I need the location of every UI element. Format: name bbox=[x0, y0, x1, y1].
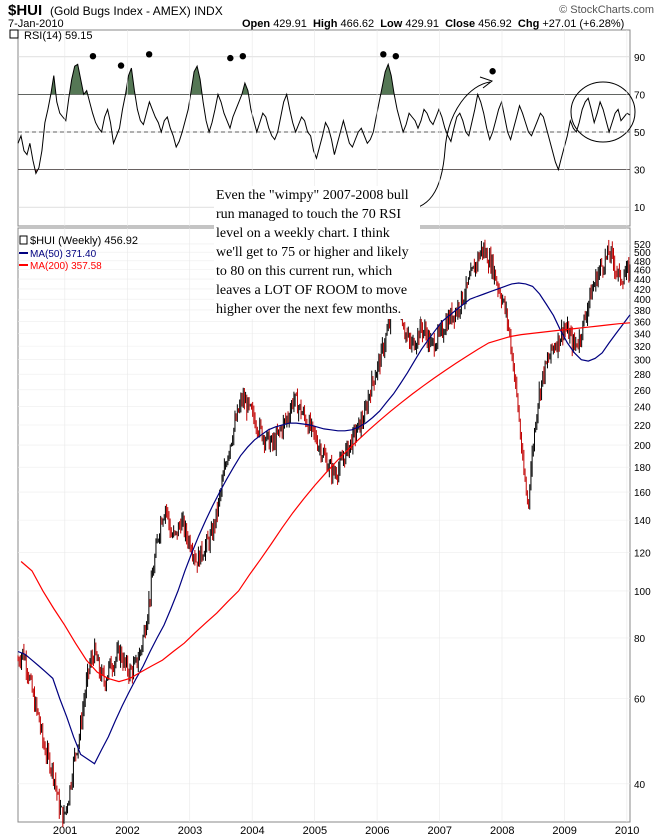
chg-label: Chg bbox=[517, 18, 540, 30]
quote-summary: Open 429.91 High 466.62 Low 429.91 Close… bbox=[242, 18, 624, 30]
rsi-line bbox=[17, 62, 631, 175]
annotation-arrowhead bbox=[479, 76, 494, 89]
close-label: Close bbox=[445, 18, 476, 30]
chart-date: 7-Jan-2010 bbox=[8, 18, 64, 30]
rsi-marker bbox=[239, 53, 247, 60]
rsi-marker bbox=[145, 51, 153, 58]
rsi-marker bbox=[227, 54, 234, 62]
rsi-marker bbox=[489, 68, 496, 75]
low-label: Low bbox=[380, 18, 403, 30]
price-tick-label: 460 bbox=[634, 266, 651, 277]
price-tick-label: 360 bbox=[634, 317, 651, 328]
rsi-tick-label: 50 bbox=[634, 128, 646, 139]
low-value: 429.91 bbox=[405, 18, 439, 30]
brand-watermark: © StockCharts.com bbox=[559, 4, 654, 16]
annotation-arrow bbox=[397, 81, 491, 211]
highlight-circle bbox=[570, 81, 636, 143]
rsi-overbought-fill bbox=[18, 64, 630, 95]
price-tick-label: 420 bbox=[634, 285, 651, 296]
x-tick-label: 2009 bbox=[552, 825, 576, 837]
x-tick-label: 2005 bbox=[303, 825, 327, 837]
price-tick-label: 380 bbox=[634, 306, 651, 317]
price-tick-label: 160 bbox=[634, 488, 651, 499]
price-tick-label: 180 bbox=[634, 463, 651, 474]
price-tick-label: 60 bbox=[634, 694, 646, 705]
price-tick-label: 300 bbox=[634, 356, 651, 367]
open-label: Open bbox=[242, 18, 271, 30]
rsi-tick-label: 90 bbox=[634, 53, 646, 64]
x-tick-label: 2003 bbox=[178, 825, 202, 837]
rsi-marker bbox=[117, 62, 125, 69]
price-tick-label: 260 bbox=[634, 386, 651, 397]
ma50-line bbox=[17, 282, 631, 765]
price-tick-label: 480 bbox=[634, 257, 651, 268]
rsi-tick-label: 30 bbox=[634, 166, 646, 177]
symbol: $HUI bbox=[8, 2, 43, 19]
rsi-marker bbox=[89, 53, 97, 60]
price-tick-label: 280 bbox=[634, 370, 651, 381]
open-value: 429.91 bbox=[273, 18, 307, 30]
price-tick-label: 100 bbox=[634, 587, 651, 598]
x-tick-label: 2004 bbox=[240, 825, 264, 837]
legend-rsi-swatch bbox=[9, 29, 19, 39]
price-tick-label: 400 bbox=[634, 295, 651, 306]
price-tick-label: 220 bbox=[634, 421, 651, 432]
ma200-line bbox=[20, 322, 631, 683]
price-tick-label: 140 bbox=[634, 516, 651, 527]
price-tick-label: 40 bbox=[634, 780, 646, 791]
rsi-tick-label: 70 bbox=[634, 90, 646, 101]
price-tick-label: 500 bbox=[634, 248, 651, 259]
x-tick-label: 2002 bbox=[115, 825, 139, 837]
legend-price-swatch bbox=[19, 235, 28, 245]
legend-price: $HUI (Weekly) 456.92 bbox=[30, 235, 138, 247]
price-tick-label: 240 bbox=[634, 403, 651, 414]
legend-ma200: MA(200) 357.58 bbox=[30, 261, 102, 272]
rsi-marker bbox=[392, 53, 400, 60]
price-panel: 40 60 80 100 120 140 160 180 200 220 240 260 280 300 3… bbox=[17, 227, 651, 837]
annotation-text: Even the "wimpy" 2007-2008 bull run mana… bbox=[214, 186, 420, 319]
price-tick-label: 520 bbox=[634, 240, 651, 251]
chg-value: +27.01 (+6.28%) bbox=[542, 18, 625, 30]
rsi-tick-label: 10 bbox=[634, 203, 646, 214]
rsi-marker bbox=[380, 51, 387, 58]
high-label: High bbox=[312, 18, 338, 30]
price-tick-label: 320 bbox=[634, 342, 651, 353]
x-tick-label: 2008 bbox=[490, 825, 514, 837]
price-tick-label: 440 bbox=[634, 275, 651, 286]
price-tick-label: 200 bbox=[634, 441, 651, 452]
legend-ma50: MA(50) 371.40 bbox=[30, 249, 97, 260]
x-tick-label: 2007 bbox=[428, 825, 452, 837]
rsi-title: RSI(14) 59.15 bbox=[24, 30, 92, 42]
symbol-description: (Gold Bugs Index - AMEX) INDX bbox=[50, 4, 223, 18]
rsi-panel: 10 30 50 70 90 bbox=[9, 29, 646, 227]
price-tick-label: 120 bbox=[634, 549, 651, 560]
close-value: 456.92 bbox=[478, 18, 512, 30]
high-value: 466.62 bbox=[340, 18, 375, 30]
x-tick-label: 2001 bbox=[53, 825, 77, 837]
price-tick-label: 80 bbox=[634, 634, 646, 645]
price-tick-label: 340 bbox=[634, 329, 651, 340]
x-tick-label: 2010 bbox=[615, 825, 639, 837]
x-tick-label: 2006 bbox=[365, 825, 389, 837]
